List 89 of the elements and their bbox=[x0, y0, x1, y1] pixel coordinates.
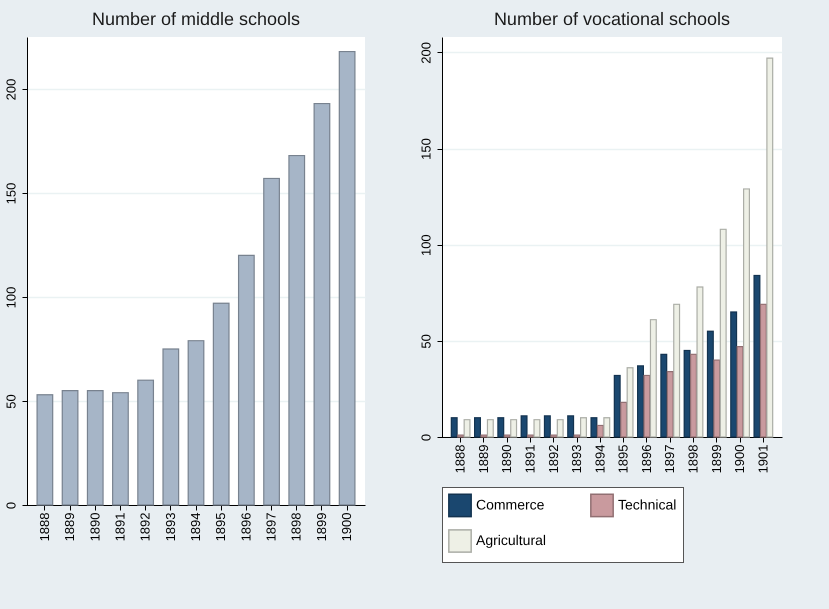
bar bbox=[314, 102, 330, 506]
bar bbox=[637, 365, 644, 438]
x-tick-label: 1895 bbox=[616, 444, 631, 474]
x-tick-label: 1900 bbox=[339, 512, 354, 542]
bar bbox=[730, 311, 738, 438]
y-tick-label: 100 bbox=[4, 286, 18, 308]
bar bbox=[464, 419, 471, 438]
bar bbox=[760, 304, 767, 438]
x-tick-label: 1896 bbox=[238, 512, 254, 542]
bar bbox=[666, 371, 674, 438]
bar bbox=[567, 415, 574, 438]
bar bbox=[238, 254, 255, 506]
bar bbox=[643, 374, 650, 438]
bar bbox=[450, 417, 458, 438]
x-tick-label: 1888 bbox=[36, 512, 52, 542]
bar bbox=[510, 419, 518, 438]
bar bbox=[212, 302, 230, 506]
bar bbox=[684, 350, 691, 438]
bar bbox=[112, 392, 129, 506]
x-tick-label: 1890 bbox=[87, 512, 102, 542]
x-tick-label: 1893 bbox=[569, 444, 584, 474]
x-tick-label: 1889 bbox=[62, 512, 78, 542]
y-tick-label: 50 bbox=[4, 394, 18, 409]
bar bbox=[720, 228, 727, 438]
bar bbox=[137, 380, 154, 506]
bar bbox=[650, 319, 657, 438]
chart-title: Number of middle schools bbox=[92, 9, 300, 29]
bar bbox=[162, 348, 180, 506]
y-tick-label: 0 bbox=[418, 434, 434, 442]
x-tick-label: 1895 bbox=[213, 512, 228, 542]
x-tick-label: 1898 bbox=[686, 444, 701, 474]
x-tick-label: 1899 bbox=[708, 444, 724, 474]
bar bbox=[36, 394, 54, 506]
legend-label: Commerce bbox=[476, 496, 545, 512]
y-tick-label: 50 bbox=[418, 334, 434, 349]
bar bbox=[736, 346, 744, 438]
x-tick-label: 1891 bbox=[522, 444, 538, 474]
bar bbox=[486, 419, 494, 438]
bar bbox=[603, 417, 610, 438]
y-tick-label: 200 bbox=[418, 42, 434, 64]
legend-label: Agricultural bbox=[476, 532, 546, 548]
bar bbox=[263, 178, 280, 506]
bar bbox=[474, 417, 481, 438]
bar bbox=[753, 274, 760, 438]
x-tick-label: 1891 bbox=[112, 512, 128, 542]
bar bbox=[620, 402, 628, 438]
x-tick-label: 1901 bbox=[755, 444, 770, 474]
x-tick-label: 1899 bbox=[314, 512, 329, 542]
bar bbox=[497, 417, 504, 438]
x-tick-label: 1898 bbox=[288, 512, 304, 542]
x-tick-label: 1897 bbox=[264, 512, 279, 542]
bar bbox=[696, 286, 704, 438]
y-tick-label: 200 bbox=[4, 78, 18, 100]
bar bbox=[338, 50, 356, 506]
bar bbox=[288, 154, 306, 506]
bar bbox=[614, 374, 621, 438]
chart-title: Number of vocational schools bbox=[494, 9, 730, 29]
bar bbox=[580, 417, 587, 438]
bar bbox=[544, 415, 551, 438]
x-tick-label: 1897 bbox=[662, 444, 678, 474]
y-tick-label: 150 bbox=[418, 138, 434, 160]
y-tick-label: 150 bbox=[4, 182, 18, 204]
bar bbox=[743, 188, 750, 438]
y-tick-label: 0 bbox=[4, 502, 18, 510]
bar bbox=[533, 419, 540, 438]
x-tick-label: 1894 bbox=[592, 444, 608, 474]
bar bbox=[673, 304, 680, 438]
bar bbox=[188, 340, 204, 506]
x-tick-label: 1892 bbox=[138, 512, 153, 542]
bar bbox=[626, 367, 634, 438]
x-tick-label: 1896 bbox=[638, 444, 654, 474]
bar bbox=[766, 58, 774, 438]
x-tick-label: 1890 bbox=[499, 444, 514, 474]
bar bbox=[690, 354, 697, 438]
x-tick-label: 1900 bbox=[732, 444, 748, 474]
x-tick-label: 1888 bbox=[452, 444, 468, 474]
bar bbox=[706, 330, 714, 438]
bar bbox=[590, 417, 598, 438]
bar bbox=[86, 390, 104, 506]
bar bbox=[556, 419, 564, 438]
x-tick-label: 1893 bbox=[162, 512, 178, 542]
bar bbox=[62, 390, 78, 506]
x-tick-label: 1889 bbox=[476, 444, 491, 474]
x-tick-label: 1894 bbox=[188, 512, 203, 542]
y-tick-label: 100 bbox=[418, 234, 434, 256]
bar bbox=[520, 415, 528, 438]
x-tick-label: 1892 bbox=[546, 444, 561, 474]
bar bbox=[596, 424, 604, 438]
legend-label: Technical bbox=[618, 496, 676, 512]
